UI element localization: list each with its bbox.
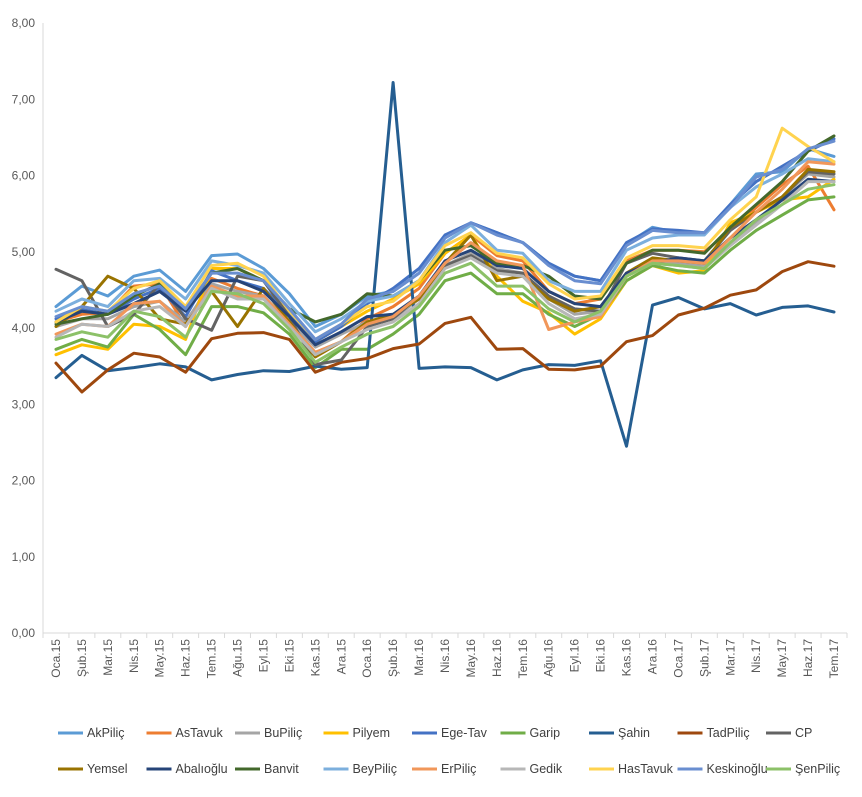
x-tick-label: Ara.15	[334, 639, 348, 675]
x-tick-label: May.16	[464, 639, 478, 678]
y-tick-label: 3,00	[12, 397, 36, 411]
legend-label: Banvit	[264, 762, 299, 776]
x-tick-label: Haz.17	[801, 639, 815, 677]
legend-label: TadPiliç	[707, 726, 750, 740]
x-tick-label: Mar.15	[101, 639, 115, 676]
x-tick-label: Oca.15	[49, 639, 63, 678]
x-tick-label: Şub.15	[75, 639, 89, 677]
legend-label: Keskinoğlu	[707, 762, 768, 776]
series-line	[54, 260, 836, 394]
x-tick-label: Kas.15	[308, 639, 322, 677]
legend-label: CP	[795, 726, 812, 740]
legend-label: Abalıoğlu	[176, 762, 228, 776]
series-line	[54, 139, 836, 341]
x-tick-label: Ağu.16	[542, 639, 556, 677]
x-tick-label: Şub.16	[386, 639, 400, 677]
x-tick-label: Tem.15	[205, 639, 219, 679]
y-tick-label: 6,00	[12, 169, 36, 183]
y-tick-label: 7,00	[12, 92, 36, 106]
legend-label: Pilyem	[353, 726, 391, 740]
x-tick-label: Kas.16	[620, 639, 634, 677]
series-line	[54, 157, 836, 334]
x-tick-label: May.17	[775, 639, 789, 678]
y-tick-label: 4,00	[12, 321, 36, 335]
x-tick-label: Nis.16	[438, 639, 452, 673]
legend-label: AsTavuk	[176, 726, 224, 740]
series-line	[54, 177, 836, 347]
x-tick-label: Haz.16	[490, 639, 504, 677]
legend-label: BuPiliç	[264, 726, 302, 740]
y-tick-label: 2,00	[12, 474, 36, 488]
series-line	[54, 177, 836, 357]
legend-label: Garip	[530, 726, 561, 740]
series-line	[54, 183, 836, 364]
x-tick-label: Şub.17	[697, 639, 711, 677]
x-tick-label: Eyl.16	[568, 639, 582, 673]
x-tick-label: Eki.15	[282, 639, 296, 673]
y-tick-label: 8,00	[12, 16, 36, 30]
x-tick-label: Oca.16	[360, 639, 374, 678]
y-tick-label: 1,00	[12, 550, 36, 564]
x-tick-label: Nis.17	[749, 639, 763, 673]
legend-label: BeyPiliç	[353, 762, 397, 776]
legend-label: Yemsel	[87, 762, 128, 776]
x-tick-label: Nis.15	[127, 639, 141, 673]
x-tick-label: Mar.16	[412, 639, 426, 676]
x-axis-ticks: Oca.15 Şub.15 Mar.15 Nis.15 May.15 Haz.15 Tem.…	[42, 633, 848, 679]
series-line	[54, 195, 836, 370]
legend-label: Gedik	[530, 762, 563, 776]
x-tick-label: Mar.17	[723, 639, 737, 676]
legend-label: HasTavuk	[618, 762, 674, 776]
series-lines	[54, 81, 836, 448]
legend-label: AkPiliç	[87, 726, 125, 740]
x-tick-label: Ara.16	[645, 639, 659, 675]
x-tick-label: Ağu.15	[231, 639, 245, 677]
x-tick-label: Oca.17	[671, 639, 685, 678]
x-tick-label: Tem.16	[516, 639, 530, 679]
y-tick-label: 0,00	[12, 626, 36, 640]
legend-label: Şahin	[618, 726, 650, 740]
x-tick-label: Tem.17	[827, 639, 841, 679]
legend: AkPiliç AsTavuk BuPiliç Pilyem Ege-Tav Garip Ş…	[58, 726, 840, 776]
x-tick-label: May.15	[153, 639, 167, 678]
x-tick-label: Eyl.15	[256, 639, 270, 673]
legend-label: ŞenPiliç	[795, 762, 840, 776]
y-tick-label: 5,00	[12, 245, 36, 259]
x-tick-label: Eki.16	[594, 639, 608, 673]
y-axis-ticks: 0,00 1,00 2,00 3,00 4,00 5,00 6,00 7,00 8,00	[12, 16, 36, 640]
legend-label: ErPiliç	[441, 762, 476, 776]
x-tick-label: Haz.15	[179, 639, 193, 677]
legend-label: Ege-Tav	[441, 726, 488, 740]
